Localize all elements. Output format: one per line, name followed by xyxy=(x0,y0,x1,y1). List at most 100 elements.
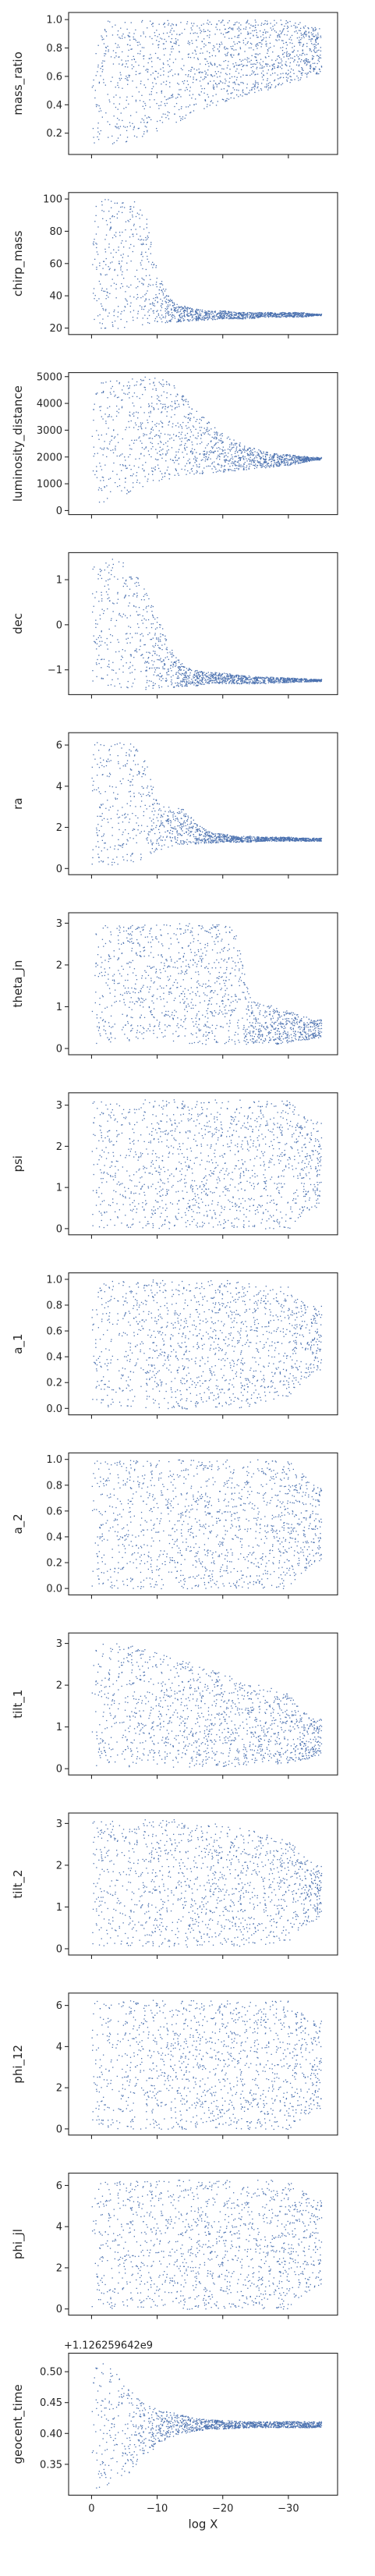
data-point xyxy=(131,578,133,580)
data-point xyxy=(285,454,287,456)
data-point xyxy=(210,441,212,442)
data-point xyxy=(276,461,278,463)
data-point xyxy=(253,25,255,27)
y-tick-label: 0.8 xyxy=(46,43,62,55)
data-point xyxy=(248,58,249,59)
data-point xyxy=(160,383,161,385)
data-point xyxy=(108,99,110,101)
data-point xyxy=(108,478,110,480)
data-point xyxy=(262,39,264,41)
data-point xyxy=(250,24,252,26)
data-point xyxy=(182,116,184,118)
data-point xyxy=(288,677,291,679)
data-point xyxy=(306,681,308,683)
data-point xyxy=(187,470,189,472)
data-point xyxy=(278,315,280,318)
data-point xyxy=(315,73,317,75)
data-point xyxy=(153,264,154,266)
data-point xyxy=(292,312,294,314)
data-point xyxy=(254,312,256,314)
data-point xyxy=(152,23,154,24)
data-point xyxy=(286,80,288,82)
data-point xyxy=(157,637,160,639)
data-point xyxy=(317,314,319,317)
data-point xyxy=(288,314,290,316)
data-point xyxy=(154,35,156,37)
data-point xyxy=(111,567,113,569)
data-point xyxy=(148,680,150,682)
data-point xyxy=(128,74,129,76)
data-point xyxy=(171,670,172,672)
data-point xyxy=(294,79,295,80)
data-point xyxy=(281,676,283,679)
data-point xyxy=(274,679,277,681)
data-point xyxy=(221,21,223,23)
data-point xyxy=(184,399,186,401)
data-point xyxy=(112,452,115,454)
data-point xyxy=(299,314,301,316)
data-point xyxy=(276,316,278,318)
data-point xyxy=(115,55,117,57)
data-point xyxy=(207,676,209,678)
data-point xyxy=(117,137,119,139)
data-point xyxy=(200,435,203,436)
data-point xyxy=(209,30,210,32)
data-point xyxy=(95,662,97,664)
data-point xyxy=(192,453,193,455)
data-point xyxy=(130,420,132,422)
data-point xyxy=(274,454,276,456)
data-point xyxy=(215,437,218,438)
data-point xyxy=(154,435,156,437)
data-point xyxy=(213,84,214,86)
data-point xyxy=(245,44,246,45)
data-point xyxy=(157,314,160,316)
data-point xyxy=(97,573,99,575)
data-point xyxy=(141,21,143,23)
data-point xyxy=(168,311,170,313)
data-point xyxy=(111,34,114,36)
data-point xyxy=(130,655,132,657)
data-point xyxy=(317,314,319,316)
data-point xyxy=(288,53,290,55)
data-point xyxy=(161,457,163,459)
data-point xyxy=(313,314,315,315)
data-point xyxy=(120,74,122,76)
data-point xyxy=(107,407,108,409)
data-point xyxy=(189,33,191,34)
data-point xyxy=(147,62,149,64)
data-point xyxy=(186,463,188,464)
data-point xyxy=(150,623,152,625)
data-point xyxy=(253,464,255,467)
data-point xyxy=(246,74,248,76)
data-point xyxy=(228,73,231,75)
data-point xyxy=(159,286,161,288)
data-point xyxy=(150,442,151,443)
data-point xyxy=(249,42,252,44)
data-point xyxy=(204,76,206,78)
data-point xyxy=(124,126,126,128)
data-point xyxy=(302,45,303,48)
data-point xyxy=(101,116,103,118)
data-point xyxy=(290,57,292,59)
data-point xyxy=(161,314,163,316)
data-point xyxy=(246,22,248,23)
data-point xyxy=(249,463,251,465)
data-point xyxy=(227,315,228,317)
data-point xyxy=(162,666,164,668)
data-point xyxy=(261,464,263,466)
data-point xyxy=(214,434,216,435)
data-point xyxy=(115,297,117,299)
data-point xyxy=(168,420,171,422)
data-point xyxy=(264,680,266,682)
data-point xyxy=(246,678,248,679)
data-point xyxy=(246,42,248,44)
data-point xyxy=(137,313,139,314)
data-point xyxy=(221,442,223,444)
data-point xyxy=(314,62,316,64)
data-point xyxy=(291,25,292,27)
data-point xyxy=(273,63,274,66)
data-point xyxy=(203,108,205,109)
data-point xyxy=(253,454,255,456)
data-point xyxy=(128,491,129,493)
data-point xyxy=(262,61,264,62)
